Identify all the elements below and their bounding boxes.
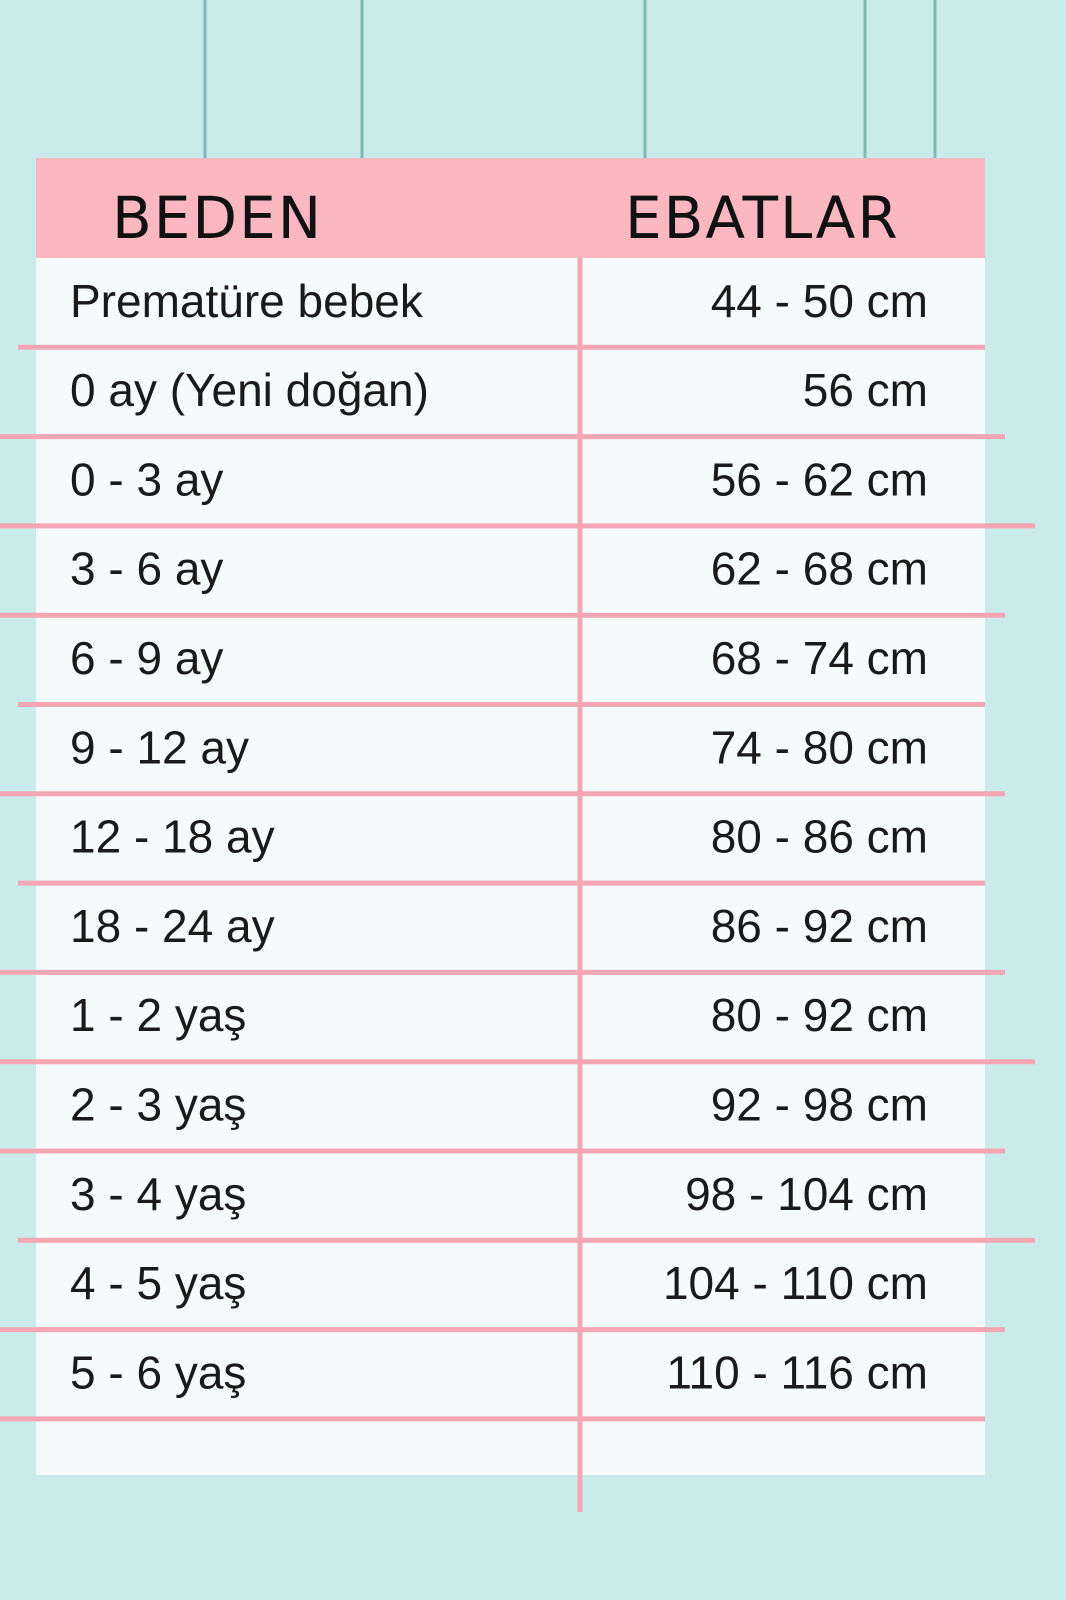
measurement: 62 - 68 cm [711,543,928,595]
size-label: 5 - 6 yaş [70,1346,246,1398]
measurement: 86 - 92 cm [711,900,928,952]
size-label: 4 - 5 yaş [70,1257,246,1309]
size-label: 3 - 6 ay [70,543,223,595]
size-label: 12 - 18 ay [70,811,275,863]
size-label: 1 - 2 yaş [70,989,246,1041]
measurement: 68 - 74 cm [711,632,928,684]
measurement: 56 cm [803,364,928,416]
table-panel [36,158,985,1475]
size-label: Prematüre bebek [70,275,424,327]
measurement: 92 - 98 cm [711,1079,928,1131]
measurement: 104 - 110 cm [663,1257,928,1309]
measurement: 98 - 104 cm [685,1168,928,1220]
size-label: 2 - 3 yaş [70,1079,246,1131]
header-cell: EBATLAR [625,184,900,252]
measurement: 110 - 116 cm [666,1346,928,1398]
size-label: 9 - 12 ay [70,721,249,773]
measurement: 44 - 50 cm [711,275,928,327]
size-label: 3 - 4 yaş [70,1168,246,1220]
measurement: 56 - 62 cm [711,453,928,505]
table-body: Prematüre bebek 44 - 50 cm 0 ay (Yeni doğa… [0,275,1035,1422]
size-label: 0 - 3 ay [70,453,223,505]
hanging-strings [203,0,937,158]
size-label: 0 ay (Yeni doğan) [70,364,429,416]
header-cell: BEDEN [112,184,323,252]
size-label: 18 - 24 ay [70,900,275,952]
size-label: 6 - 9 ay [70,632,223,684]
measurement: 80 - 86 cm [711,811,928,863]
measurement: 80 - 92 cm [711,989,928,1041]
table-header [36,158,985,258]
measurement: 74 - 80 cm [711,721,928,773]
